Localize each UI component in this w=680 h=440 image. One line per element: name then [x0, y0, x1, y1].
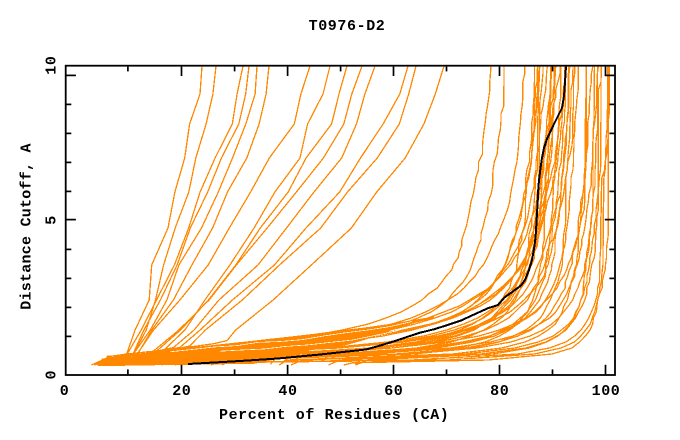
svg-text:80: 80: [490, 383, 509, 400]
svg-text:5: 5: [43, 215, 60, 225]
svg-text:20: 20: [172, 383, 191, 400]
svg-text:0: 0: [60, 383, 70, 400]
svg-text:100: 100: [592, 383, 621, 400]
svg-text:T0976-D2: T0976-D2: [309, 18, 386, 35]
svg-text:Distance Cutoff, A: Distance Cutoff, A: [18, 143, 35, 310]
svg-text:Percent of Residues (CA): Percent of Residues (CA): [219, 407, 449, 424]
svg-text:40: 40: [278, 383, 297, 400]
svg-text:0: 0: [43, 370, 60, 380]
svg-text:60: 60: [384, 383, 403, 400]
svg-text:10: 10: [43, 55, 60, 74]
